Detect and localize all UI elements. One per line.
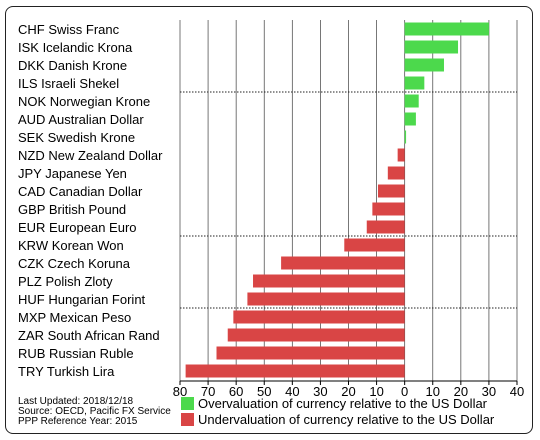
x-tick-label: 10 [426,384,440,399]
x-tick-label: 60 [229,384,243,399]
x-tick-label: 80 [173,384,187,399]
legend-swatch-undervaluation [181,413,194,426]
category-label: ZAR South African Rand [18,328,160,343]
category-label: CAD Canadian Dollar [18,184,143,199]
bar [253,274,405,288]
category-label: DKK Danish Krone [18,58,127,73]
legend-label-overvaluation: Overvaluation of currency relative to th… [198,396,488,411]
bar [377,184,405,198]
x-tick-label: 20 [454,384,468,399]
source-note: Source: OECD, Pacific FX Service [18,406,171,417]
group-separators [180,91,517,309]
legend-label-undervaluation: Undervaluation of currency relative to t… [198,412,495,427]
category-labels: CHF Swiss Franc ISK Icelandic Krona DKK Da… [18,22,163,379]
bar [185,364,405,378]
bar [227,328,405,342]
category-label: JPY Japanese Yen [18,166,127,181]
category-label: SEK Swedish Krone [18,130,135,145]
category-label: KRW Korean Won [18,238,124,253]
x-tick-label: 40 [285,384,299,399]
category-label: HUF Hungarian Forint [18,292,146,307]
bar [247,292,405,306]
bar [372,202,405,216]
category-label: TRY Turkish Lira [18,364,115,379]
category-label: ILS Israeli Shekel [18,76,119,91]
legend: Overvaluation of currency relative to th… [181,396,495,427]
bar [387,166,405,180]
category-label: AUD Australian Dollar [18,112,144,127]
bar [404,58,444,72]
bar [404,130,407,144]
footnotes: Last Updated: 2018/12/18 Source: OECD, P… [18,396,171,427]
last-updated-note: Last Updated: 2018/12/18 [18,396,134,407]
category-label: CZK Czech Koruna [18,256,131,271]
category-label: GBP British Pound [18,202,126,217]
grid-layer [179,20,518,381]
bar [404,76,425,90]
chart-frame [5,6,533,434]
category-label: PLZ Polish Zloty [18,274,113,289]
bar [404,40,459,54]
x-tick-label: 30 [482,384,496,399]
bar [404,22,489,36]
category-label: NOK Norwegian Krone [18,94,150,109]
category-label: MXP Mexican Peso [18,310,131,325]
bar [281,256,405,270]
bar-layer [185,22,489,378]
x-tick-label: 30 [313,384,327,399]
category-label: ISK Icelandic Krona [18,40,133,55]
x-tick-label: 50 [257,384,271,399]
x-tick-label: 20 [341,384,355,399]
x-tick-label: 70 [201,384,215,399]
x-tick-label: 10 [369,384,383,399]
x-axis: 80 70 60 50 40 30 20 10 0 10 20 30 40 [173,380,524,399]
x-tick-label: 40 [510,384,524,399]
category-label: NZD New Zealand Dollar [18,148,163,163]
bar [404,94,419,108]
reference-year-note: PPP Reference Year: 2015 [18,416,138,427]
category-label: RUB Russian Ruble [18,346,134,361]
x-tick-label: 0 [401,384,408,399]
bar [404,112,416,126]
legend-swatch-overvaluation [181,397,194,410]
bar [397,148,405,162]
bar [344,238,405,252]
category-label: EUR European Euro [18,220,137,235]
bar [366,220,405,234]
bar [216,346,405,360]
bar [233,310,405,324]
category-label: CHF Swiss Franc [18,22,120,37]
